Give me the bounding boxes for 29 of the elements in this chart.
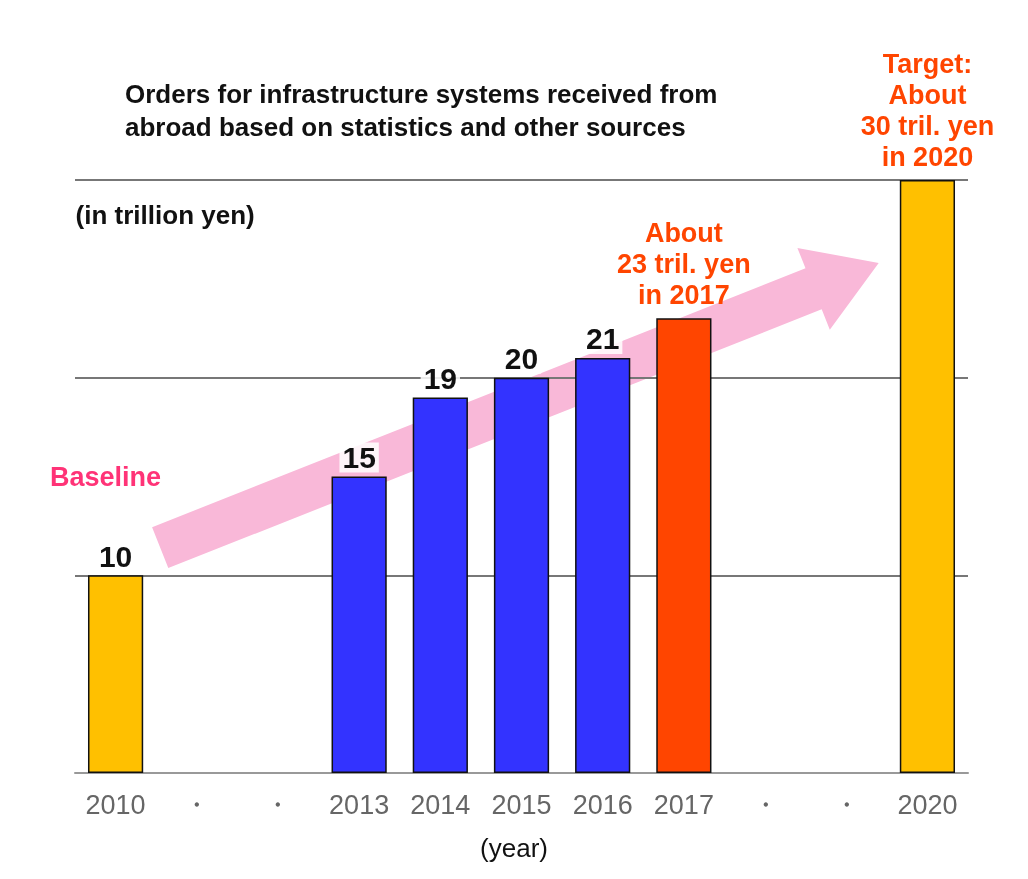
annotation: About 23 tril. yen in 2017 [617, 217, 751, 310]
annotation: Target: About 30 tril. yen in 2020 [860, 48, 995, 172]
bar [656, 318, 712, 773]
bar [331, 476, 387, 773]
data-label: 20 [504, 342, 539, 376]
x-tick-label: ・ [264, 789, 292, 820]
chart-title: Orders for infrastructure systems received from abroad based on statistics and other sources [125, 78, 725, 142]
bar [412, 397, 468, 773]
x-tick-label: 2010 [85, 789, 146, 820]
bar [575, 357, 631, 773]
x-tick-label: 2014 [410, 789, 471, 820]
annotation: Baseline [50, 461, 162, 492]
x-tick-label: ・ [183, 789, 211, 820]
data-label: 15 [342, 441, 376, 474]
x-tick-label: 2020 [897, 789, 958, 820]
data-label: 10 [98, 539, 133, 573]
x-tick-label: 2017 [653, 789, 714, 820]
bar [87, 575, 144, 773]
x-axis-title: (year) [480, 833, 548, 863]
x-tick-label: 2016 [572, 789, 633, 820]
x-tick-label: ・ [832, 789, 860, 820]
x-tick-label: 2015 [491, 789, 552, 820]
x-tick-label: 2013 [329, 789, 390, 820]
bar [493, 377, 550, 773]
bar [899, 180, 956, 773]
x-tick-label: ・ [751, 789, 779, 820]
data-label: 19 [423, 361, 458, 395]
data-label: 21 [585, 322, 620, 356]
y-axis-title: (in trillion yen) [75, 200, 255, 230]
